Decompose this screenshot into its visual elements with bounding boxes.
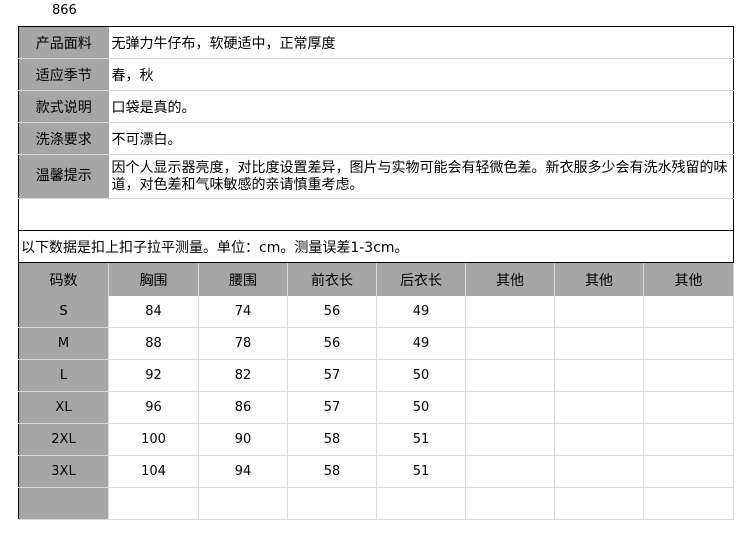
- size-cell: [554, 359, 644, 392]
- info-label: 适应季节: [18, 58, 109, 91]
- size-cell: [465, 296, 555, 328]
- size-cell: 51: [376, 455, 466, 488]
- size-cell: 49: [376, 296, 466, 328]
- size-cell: [554, 455, 644, 488]
- size-label: 3XL: [18, 455, 109, 488]
- info-row: 产品面料 无弹力牛仔布，软硬适中，正常厚度: [18, 26, 734, 59]
- size-label: S: [18, 296, 109, 328]
- size-label: M: [18, 327, 109, 360]
- size-cell: 92: [108, 359, 199, 392]
- size-cell: 90: [198, 423, 288, 456]
- size-cell: [643, 327, 735, 360]
- info-row: 适应季节 春，秋: [18, 58, 734, 91]
- size-cell: [465, 391, 555, 424]
- size-cell: [554, 487, 644, 520]
- product-code: 866: [52, 3, 77, 18]
- size-label: [18, 487, 109, 520]
- size-cell: 74: [198, 296, 288, 328]
- size-cell: [465, 359, 555, 392]
- size-cell: [198, 487, 288, 520]
- info-label: 款式说明: [18, 90, 109, 123]
- size-cell: [465, 327, 555, 360]
- measure-note: 以下数据是扣上扣子拉平测量。单位：cm。测量误差1-3cm。: [18, 230, 734, 263]
- info-value: 口袋是真的。: [108, 90, 734, 123]
- size-cell: [643, 423, 735, 456]
- size-cell: 82: [198, 359, 288, 392]
- size-row: L 92 82 57 50: [18, 359, 735, 392]
- size-cell: 84: [108, 296, 199, 328]
- info-label: 温馨提示: [18, 154, 109, 199]
- size-cell: 57: [287, 391, 377, 424]
- size-row: 3XL 104 94 58 51: [18, 455, 735, 488]
- info-value: 无弹力牛仔布，软硬适中，正常厚度: [108, 26, 734, 59]
- size-cell: 100: [108, 423, 199, 456]
- size-cell: 58: [287, 423, 377, 456]
- size-cell: 50: [376, 359, 466, 392]
- size-cell: 78: [198, 327, 288, 360]
- info-value: 春，秋: [108, 58, 734, 91]
- size-cell: [554, 391, 644, 424]
- size-cell: 88: [108, 327, 199, 360]
- size-cell: 49: [376, 327, 466, 360]
- size-row: 2XL 100 90 58 51: [18, 423, 735, 456]
- size-cell: [465, 455, 555, 488]
- size-cell: 57: [287, 359, 377, 392]
- info-row: 洗涤要求 不可漂白。: [18, 122, 734, 155]
- size-cell: 94: [198, 455, 288, 488]
- column-header: 码数: [18, 262, 109, 296]
- size-cell: 56: [287, 296, 377, 328]
- size-cell: 51: [376, 423, 466, 456]
- size-cell: [554, 423, 644, 456]
- column-header: 后衣长: [376, 262, 466, 296]
- size-cell: [643, 296, 735, 328]
- product-info-table: 产品面料 无弹力牛仔布，软硬适中，正常厚度 适应季节 春，秋 款式说明 口袋是真的。 洗涤要…: [18, 26, 735, 520]
- size-cell: [643, 359, 735, 392]
- size-cell: 56: [287, 327, 377, 360]
- info-label: 产品面料: [18, 26, 109, 59]
- column-header: 其他: [465, 262, 555, 296]
- size-row: M 88 78 56 49: [18, 327, 735, 360]
- info-row: 温馨提示 因个人显示器亮度，对比度设置差异，图片与实物可能会有轻微色差。新衣服多少…: [18, 154, 734, 199]
- size-cell: [108, 487, 199, 520]
- size-cell: 86: [198, 391, 288, 424]
- column-header: 腰围: [198, 262, 288, 296]
- size-header-row: 码数 胸围 腰围 前衣长 后衣长 其他 其他 其他: [18, 262, 735, 296]
- info-value: 不可漂白。: [108, 122, 734, 155]
- size-row: XL 96 86 57 50: [18, 391, 735, 424]
- size-cell: [554, 296, 644, 328]
- size-cell: [287, 487, 377, 520]
- blank-row: [18, 198, 734, 231]
- size-row: S 84 74 56 49: [18, 296, 735, 328]
- column-header: 前衣长: [287, 262, 377, 296]
- size-label: L: [18, 359, 109, 392]
- size-cell: [376, 487, 466, 520]
- size-label: 2XL: [18, 423, 109, 456]
- size-cell: [643, 487, 735, 520]
- column-header: 其他: [643, 262, 735, 296]
- size-label: XL: [18, 391, 109, 424]
- info-row: 款式说明 口袋是真的。: [18, 90, 734, 123]
- size-cell: [465, 423, 555, 456]
- size-cell: [643, 391, 735, 424]
- size-cell: [465, 487, 555, 520]
- size-cell: [554, 327, 644, 360]
- column-header: 胸围: [108, 262, 199, 296]
- info-value: 因个人显示器亮度，对比度设置差异，图片与实物可能会有轻微色差。新衣服多少会有洗水…: [108, 154, 734, 199]
- size-cell: [643, 455, 735, 488]
- size-cell: 96: [108, 391, 199, 424]
- column-header: 其他: [554, 262, 644, 296]
- size-cell: 58: [287, 455, 377, 488]
- info-label: 洗涤要求: [18, 122, 109, 155]
- size-row: [18, 487, 735, 520]
- size-cell: 104: [108, 455, 199, 488]
- size-cell: 50: [376, 391, 466, 424]
